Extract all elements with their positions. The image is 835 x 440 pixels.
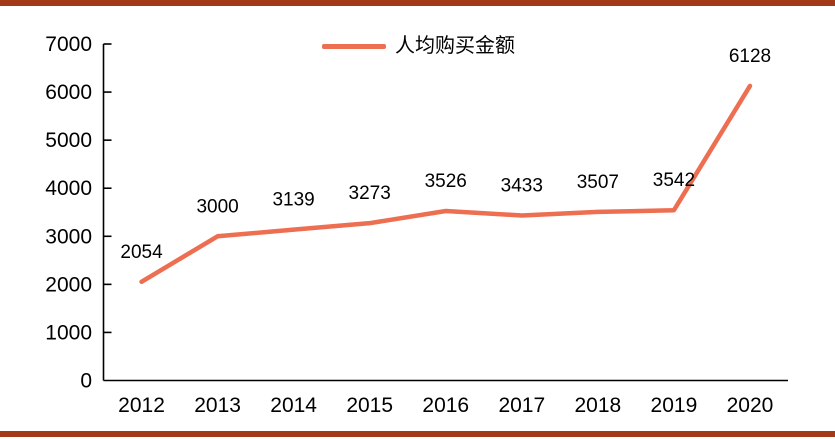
legend: 人均购买金额	[322, 34, 515, 58]
x-axis-label: 2013	[194, 394, 241, 417]
x-axis-label: 2020	[727, 394, 774, 417]
y-axis-label: 2000	[45, 273, 92, 296]
series-line	[139, 83, 753, 285]
x-axis-label: 2016	[422, 394, 469, 417]
top-accent-bar	[0, 0, 835, 6]
x-axis-label: 2017	[498, 394, 545, 417]
data-label: 3542	[653, 170, 695, 191]
y-axis-label: 1000	[45, 321, 92, 344]
data-label: 6128	[729, 46, 771, 67]
x-axis-label: 2014	[270, 394, 317, 417]
x-axis-label: 2012	[118, 394, 165, 417]
y-axis-label: 3000	[45, 225, 92, 248]
y-axis-label: 7000	[45, 33, 92, 56]
y-axis-label: 5000	[45, 129, 92, 152]
data-label: 3526	[425, 171, 467, 192]
x-axis-label: 2018	[575, 394, 622, 417]
y-axis-label: 0	[80, 370, 92, 393]
legend-label: 人均购买金额	[395, 35, 515, 57]
data-label: 3139	[272, 190, 314, 211]
legend-line-swatch	[322, 43, 386, 49]
data-label: 3507	[577, 172, 619, 193]
bottom-accent-bar	[0, 431, 835, 437]
data-label: 2054	[120, 242, 163, 263]
x-axis-label: 2015	[346, 394, 393, 417]
x-axis-label: 2019	[651, 394, 698, 417]
data-label: 3433	[501, 175, 543, 196]
data-label: 3000	[196, 196, 238, 217]
y-axis-label: 6000	[45, 81, 92, 104]
y-axis-label: 4000	[45, 177, 92, 200]
data-label: 3273	[349, 183, 391, 204]
